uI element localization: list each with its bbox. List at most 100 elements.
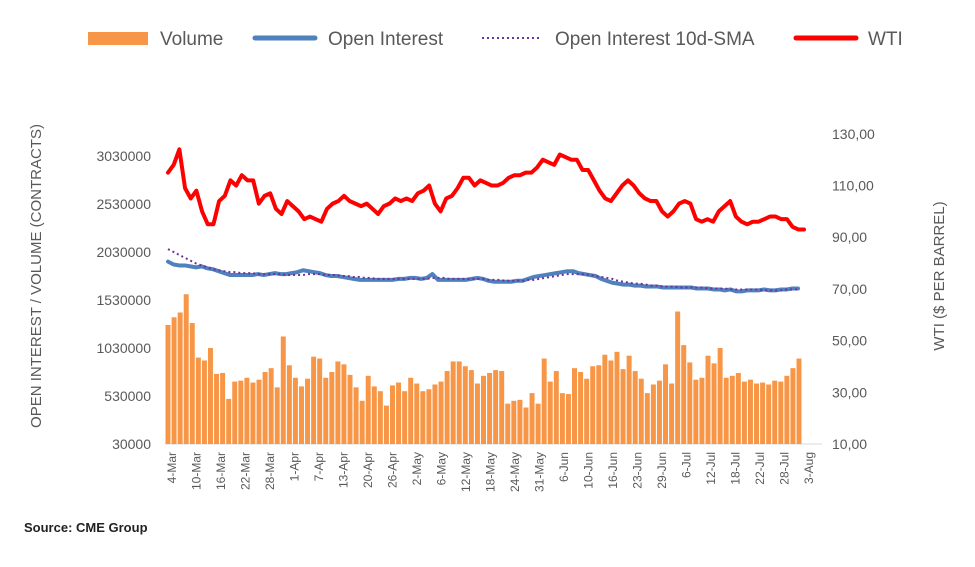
volume-bar	[614, 351, 620, 444]
y-right-tick-label: 130,00	[832, 126, 875, 142]
volume-bar	[396, 382, 402, 444]
wti-line	[166, 147, 806, 232]
x-tick-label: 16-Mar	[214, 452, 228, 490]
volume-bar	[268, 368, 274, 444]
volume-bar	[590, 366, 596, 444]
volume-bar	[280, 336, 286, 444]
x-tick-label: 4-Mar	[165, 452, 179, 483]
volume-bar	[699, 377, 705, 444]
volume-bar	[644, 393, 650, 444]
volume-bar	[438, 381, 444, 444]
volume-bar	[784, 375, 790, 444]
volume-bar	[620, 369, 626, 444]
volume-bar	[693, 379, 699, 444]
volume-bar	[390, 385, 395, 444]
x-tick-label: 20-Apr	[361, 452, 375, 488]
volume-bar	[747, 379, 753, 444]
x-tick-label: 6-Jul	[680, 452, 694, 478]
y-left-tick-label: 2030000	[96, 244, 151, 260]
x-tick-label: 10-Mar	[190, 452, 204, 490]
volume-bar	[177, 312, 183, 444]
volume-bar	[705, 355, 711, 444]
volume-bar	[511, 400, 517, 444]
y-left-tick-label: 2530000	[96, 196, 151, 212]
x-tick-label: 24-May	[508, 452, 522, 492]
y-left-tick-label: 1530000	[96, 292, 151, 308]
volume-bar	[420, 391, 426, 444]
volume-bar	[790, 368, 796, 444]
volume-bar	[232, 381, 238, 444]
volume-bar	[529, 393, 535, 444]
volume-bar	[584, 378, 590, 444]
volume-bar	[359, 400, 365, 444]
x-tick-label: 6-May	[435, 452, 449, 485]
volume-bar	[681, 345, 687, 444]
y-right-tick-label: 110,00	[832, 178, 874, 194]
volume-bar	[669, 383, 675, 444]
open-interest-line	[166, 259, 800, 294]
volume-bar	[226, 398, 232, 444]
x-tick-label: 28-Jul	[778, 452, 792, 485]
x-tick-label: 12-Jul	[704, 452, 718, 485]
volume-bar	[432, 384, 438, 444]
x-tick-label: 6-Jun	[557, 452, 571, 482]
x-tick-label: 3-Aug	[802, 452, 816, 484]
x-tick-label: 23-Jun	[631, 452, 645, 489]
volume-bar	[347, 374, 353, 444]
volume-bar	[638, 378, 644, 444]
volume-bar	[468, 370, 474, 444]
volume-bar	[207, 348, 213, 444]
y-right-tick-label: 50,00	[832, 333, 867, 349]
volume-bar	[766, 384, 772, 444]
volume-bar	[602, 354, 608, 444]
volume-bar	[165, 324, 171, 444]
volume-bar	[535, 403, 541, 444]
volume-bar	[371, 386, 377, 444]
volume-bar	[499, 371, 505, 444]
open-interest-sma-line	[167, 248, 798, 292]
volume-bar	[383, 405, 389, 444]
volume-bar	[274, 387, 280, 444]
volume-bar	[444, 371, 450, 444]
x-tick-label: 31-May	[533, 452, 547, 492]
x-tick-label: 16-Jun	[606, 452, 620, 489]
volume-bar	[608, 360, 614, 444]
volume-bar	[414, 383, 420, 444]
volume-bar	[729, 375, 735, 444]
volume-bar	[778, 381, 784, 444]
x-tick-label: 29-Jun	[655, 452, 669, 489]
volume-bar	[760, 382, 766, 444]
volume-bar	[687, 362, 693, 444]
volume-bar	[353, 387, 359, 444]
volume-bar	[481, 375, 486, 444]
volume-bar	[238, 380, 244, 444]
y-right-tick-label: 90,00	[832, 229, 867, 245]
x-tick-label: 26-Apr	[386, 452, 400, 488]
volume-bar	[450, 361, 456, 444]
volume-bar	[656, 380, 662, 444]
volume-bar	[286, 365, 292, 444]
x-tick-label: 1-Apr	[288, 452, 302, 481]
volume-bar	[408, 377, 414, 444]
volume-bar	[663, 364, 669, 444]
volume-bar	[487, 372, 493, 444]
volume-bar	[292, 377, 298, 444]
volume-bar	[220, 372, 226, 444]
volume-bar	[323, 377, 329, 444]
x-tick-label: 22-Mar	[239, 452, 253, 490]
volume-bar	[578, 372, 584, 444]
volume-bar	[711, 363, 717, 444]
x-tick-label: 2-May	[410, 452, 424, 485]
volume-bar	[462, 366, 468, 444]
legend-label-open-interest: Open Interest	[328, 29, 444, 50]
volume-bar	[262, 372, 268, 444]
volume-bar	[402, 391, 408, 444]
volume-bar	[632, 371, 638, 444]
x-tick-label: 28-Mar	[263, 452, 277, 490]
volume-bar	[195, 357, 201, 444]
volume-bar	[735, 372, 741, 444]
volume-bar	[547, 381, 553, 444]
y-left-tick-label: 530000	[104, 388, 151, 404]
